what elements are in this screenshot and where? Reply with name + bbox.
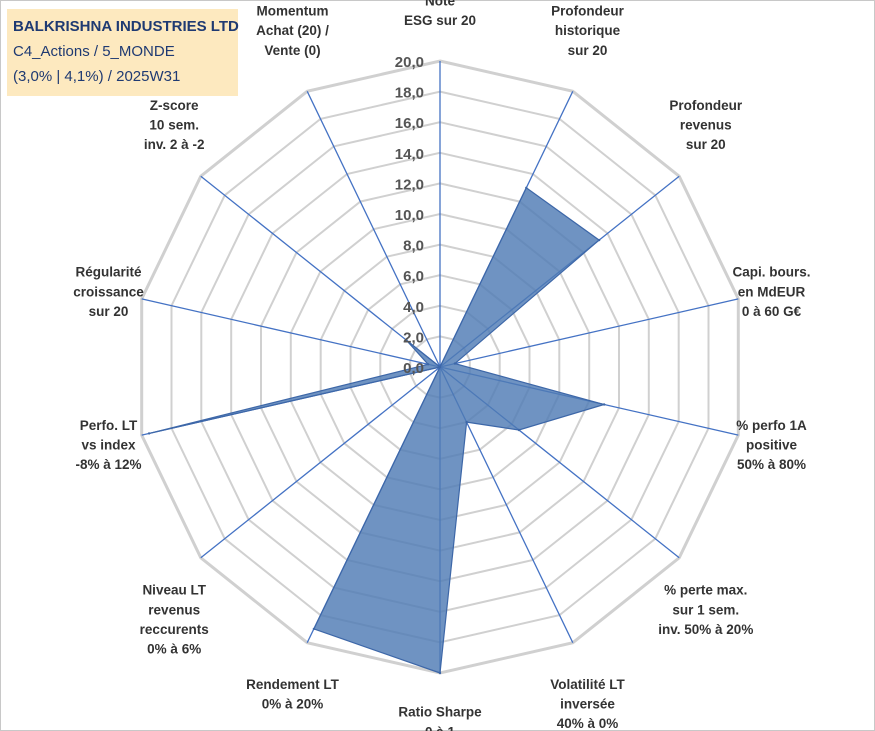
series-area	[148, 186, 607, 674]
data-point	[405, 339, 408, 342]
axis-spoke	[439, 298, 739, 368]
data-point	[147, 432, 151, 435]
axis-label: Perfo. LT vs index -8% à 12%	[75, 418, 141, 472]
axis-label-line: 50% à 80%	[737, 457, 806, 472]
data-point	[312, 627, 316, 631]
axis-label-line: Note	[425, 0, 455, 9]
tick-label: 14,0	[395, 146, 424, 163]
axis-label-line: % perfo 1A	[736, 418, 807, 433]
axis-label: Z-score 10 sem. inv. 2 à -2	[144, 98, 205, 152]
tick-label: 0,0	[403, 360, 424, 377]
axis-label-line: sur 20	[568, 43, 608, 58]
axis-spoke	[306, 91, 441, 368]
data-point	[525, 186, 528, 189]
axis-label-line: revenus	[148, 602, 200, 617]
axis-label: Ratio Sharpe 0 à 1	[398, 705, 482, 731]
axis-label-line: croissance	[73, 284, 144, 299]
axis-label-line: Régularité	[75, 265, 142, 280]
axis-label-line: Rendement LT	[246, 677, 340, 692]
axis-label: Note ESG sur 20	[404, 0, 476, 28]
axis-label-line: Ratio Sharpe	[398, 705, 482, 720]
tick-label: 8,0	[403, 238, 424, 255]
axis-label-line: sur 20	[686, 137, 726, 152]
axis-label-line: 10 sem.	[149, 118, 199, 133]
data-point	[602, 403, 606, 406]
tick-label: 10,0	[395, 207, 424, 224]
axis-label-line: inv. 2 à -2	[144, 137, 205, 152]
radar-series	[147, 186, 607, 675]
axis-label-line: inversée	[560, 697, 615, 712]
axis-label-line: Capi. bours.	[732, 265, 810, 280]
title-box: BALKRISHNA INDUSTRIES LTD C4_Actions / 5…	[7, 9, 239, 96]
axis-label-line: -8% à 12%	[75, 457, 141, 472]
data-point	[438, 671, 442, 675]
axis-label: Rendement LT 0% à 20%	[246, 677, 340, 712]
axis-label-line: Profondeur	[551, 4, 624, 19]
data-point	[465, 420, 468, 424]
axis-spoke	[200, 175, 441, 368]
axis-label-line: inv. 50% à 20%	[658, 622, 753, 637]
axis-labels: Note ESG sur 20 Profondeur historique sur 20…	[73, 0, 810, 731]
tick-label: 4,0	[403, 299, 424, 316]
axis-label-line: Achat (20) /	[256, 23, 329, 38]
axis-label-line: Volatilité LT	[550, 677, 625, 692]
axis-label: % perte max. sur 1 sem. inv. 50% à 20%	[658, 583, 753, 637]
axis-label: Niveau LT revenus reccurents 0% à 6%	[140, 583, 209, 657]
axis-spoke	[141, 298, 441, 368]
company-name: BALKRISHNA INDUSTRIES LTD	[13, 18, 239, 35]
radial-tick-labels: 0,0 2,0 4,0 6,0 8,0 10,0 12,0 14,0 16,0 18,0 20,0	[395, 54, 424, 377]
axis-label: Momentum Achat (20) / Vente (0)	[256, 4, 329, 58]
tick-label: 16,0	[395, 115, 424, 132]
axis-label-line: Profondeur	[669, 98, 742, 113]
data-point	[438, 365, 442, 369]
tick-label: 6,0	[403, 268, 424, 285]
axis-label-line: 0% à 20%	[262, 697, 324, 712]
data-point	[426, 363, 430, 366]
tick-label: 2,0	[403, 329, 424, 346]
axis-spoke	[200, 366, 441, 559]
category-label: C4_Actions / 5_MONDE	[13, 43, 175, 60]
axis-label-line: Momentum	[257, 4, 329, 19]
axis-label-line: sur 1 sem.	[672, 602, 739, 617]
tick-label: 12,0	[395, 176, 424, 193]
axis-label-line: Vente (0)	[264, 43, 320, 58]
data-point	[517, 428, 521, 432]
axis-label-line: 0 à 60 G€	[742, 304, 802, 319]
axis-label: Profondeur historique sur 20	[551, 4, 624, 58]
data-point	[453, 362, 457, 365]
axis-label-line: sur 20	[89, 304, 129, 319]
axis-label: Capi. bours. en MdEUR 0 à 60 G€	[732, 265, 810, 319]
tick-label: 18,0	[395, 85, 424, 102]
tick-label: 20,0	[395, 54, 424, 71]
axis-label: % perfo 1A positive 50% à 80%	[736, 418, 807, 472]
axis-label-line: revenus	[680, 118, 732, 133]
axis-label-line: en MdEUR	[738, 284, 806, 299]
axis-label-line: % perte max.	[664, 583, 747, 598]
axis-label: Régularité croissance sur 20	[73, 265, 144, 319]
axis-label: Volatilité LT inversée 40% à 0%	[550, 677, 625, 731]
axis-label-line: Niveau LT	[142, 583, 206, 598]
axis-label-line: vs index	[81, 437, 136, 452]
axis-label-line: reccurents	[140, 622, 209, 637]
period-label: (3,0% | 4,1%) / 2025W31	[13, 68, 181, 85]
axis-label-line: positive	[746, 437, 798, 452]
axis-label-line: 0 à 1	[425, 724, 456, 731]
axis-label-line: Perfo. LT	[80, 418, 138, 433]
axis-label: Profondeur revenus sur 20	[669, 98, 742, 152]
data-point	[597, 238, 601, 242]
axis-label-line: Z-score	[150, 98, 199, 113]
axis-label-line: 40% à 0%	[557, 716, 619, 731]
axis-label-line: ESG sur 20	[404, 13, 476, 28]
axis-label-line: historique	[555, 23, 621, 38]
axis-label-line: 0% à 6%	[147, 642, 201, 657]
